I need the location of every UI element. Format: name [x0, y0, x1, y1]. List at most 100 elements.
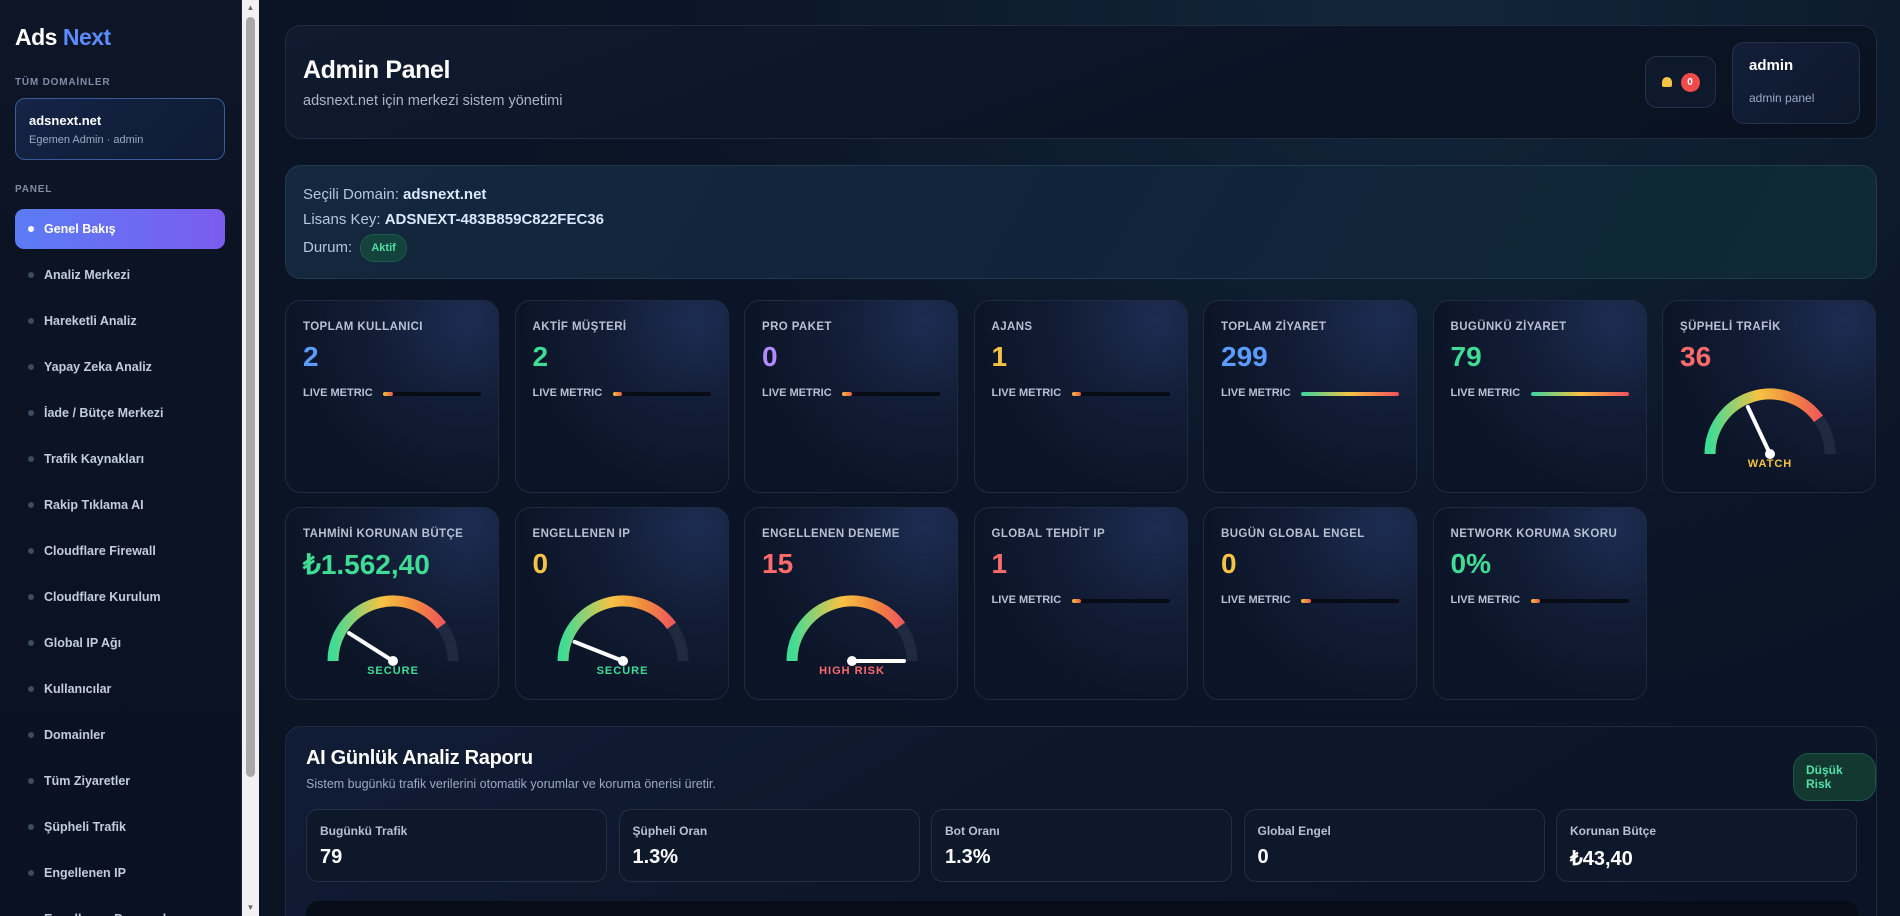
sidebar-item-label: Şüpheli Trafik — [44, 820, 126, 834]
live-metric-label: LIVE METRIC — [1450, 387, 1521, 399]
gauge-needle — [1745, 404, 1772, 456]
license-label: Lisans Key: — [303, 211, 381, 228]
sidebar-item-label: Cloudflare Kurulum — [44, 590, 161, 604]
stat-label: TAHMİNİ KORUNAN BÜTÇE — [303, 528, 464, 540]
ai-report-body — [306, 901, 1858, 916]
stat-card: NETWORK KORUMA SKORU 0% LIVE METRIC — [1432, 507, 1647, 700]
sidebar-item-14[interactable]: Engellenen IP — [15, 853, 225, 893]
bullet-icon — [28, 594, 34, 600]
sidebar-item-15[interactable]: Engellenen Denemeler — [15, 899, 225, 916]
stat-card: PRO PAKET 0 LIVE METRIC — [744, 300, 958, 493]
sidebar-item-13[interactable]: Şüpheli Trafik — [15, 807, 225, 847]
ai-metric-value: 0 — [1257, 846, 1269, 868]
sidebar-item-9[interactable]: Global IP Ağı — [15, 623, 225, 663]
domain-selector[interactable]: adsnext.net Egemen Admin · admin — [15, 98, 225, 160]
stat-card: ENGELLENEN IP 0 SECURE — [514, 507, 729, 700]
sidebar-item-label: Yapay Zeka Analiz — [44, 360, 152, 374]
scroll-down-arrow-icon[interactable]: ▼ — [246, 903, 255, 912]
sidebar-item-label: İade / Bütçe Merkezi — [44, 406, 164, 420]
gauge: HIGH RISK — [782, 593, 922, 691]
live-metric-bar-fill — [1301, 392, 1399, 396]
sidebar-item-3[interactable]: Yapay Zeka Analiz — [15, 347, 225, 387]
sidebar-item-label: Domainler — [44, 728, 106, 742]
scrollbar[interactable]: ▲ ▼ — [242, 0, 259, 916]
stat-card: BUGÜNKÜ ZİYARET 79 LIVE METRIC — [1432, 300, 1647, 493]
stat-value: 79 — [1450, 341, 1482, 372]
sidebar-item-0[interactable]: Genel Bakış — [15, 209, 225, 249]
sidebar-item-7[interactable]: Cloudflare Firewall — [15, 531, 225, 571]
stat-card: AJANS 1 LIVE METRIC — [973, 300, 1188, 493]
bullet-icon — [28, 686, 34, 692]
gauge-status-label: SECURE — [596, 665, 649, 677]
user-name: admin — [1749, 57, 1794, 74]
ai-metric-label: Korunan Bütçe — [1570, 824, 1657, 838]
risk-badge: Düşük Risk — [1793, 753, 1876, 801]
sidebar-item-label: Cloudflare Firewall — [44, 544, 156, 558]
bell-icon — [1661, 77, 1672, 87]
status-badge: Aktif — [360, 234, 407, 262]
header-card: Admin Panel adsnext.net için merkezi sis… — [285, 25, 1877, 139]
sidebar-item-8[interactable]: Cloudflare Kurulum — [15, 577, 225, 617]
license-line: Lisans Key: ADSNEXT-483B859C822FEC36 — [303, 211, 604, 228]
gauge-status-label: HIGH RISK — [819, 665, 885, 677]
sidebar-item-4[interactable]: İade / Bütçe Merkezi — [15, 393, 225, 433]
stat-label: NETWORK KORUMA SKORU — [1450, 528, 1618, 540]
sidebar-item-2[interactable]: Hareketli Analiz — [15, 301, 225, 341]
ai-report-subtitle: Sistem bugünkü trafik verilerini otomati… — [306, 777, 716, 791]
user-role: admin panel — [1749, 91, 1815, 105]
gauge-needle — [347, 631, 395, 663]
selected-domain-value: adsnext.net — [403, 186, 487, 203]
sidebar-item-label: Tüm Ziyaretler — [44, 774, 131, 788]
ai-metric-card: Şüpheli Oran 1.3% — [618, 809, 920, 882]
scroll-up-arrow-icon[interactable]: ▲ — [246, 3, 255, 12]
live-metric-bar — [1530, 599, 1629, 603]
stat-card: ENGELLENEN DENEME 15 HIGH RISK — [744, 507, 958, 700]
sidebar-item-label: Genel Bakış — [44, 222, 116, 236]
bullet-icon — [28, 732, 34, 738]
sidebar-item-6[interactable]: Rakip Tıklama AI — [15, 485, 225, 525]
sidebar-item-label: Engellenen IP — [44, 866, 126, 880]
sidebar-item-label: Analiz Merkezi — [44, 268, 131, 282]
bullet-icon — [28, 272, 34, 278]
live-metric-bar-fill — [1530, 392, 1629, 396]
sidebar-item-12[interactable]: Tüm Ziyaretler — [15, 761, 225, 801]
sidebar-item-1[interactable]: Analiz Merkezi — [15, 255, 225, 295]
domains-section-title: TÜM DOMAİNLER — [15, 77, 111, 88]
sidebar-item-label: Engellenen Denemeler — [44, 912, 178, 916]
live-metric-bar — [612, 392, 711, 396]
license-key-value: ADSNEXT-483B859C822FEC36 — [384, 211, 604, 228]
sidebar-item-10[interactable]: Kullanıcılar — [15, 669, 225, 709]
stat-label: ENGELLENEN IP — [532, 528, 631, 540]
sidebar-item-label: Global IP Ağı — [44, 636, 122, 650]
scroll-thumb[interactable] — [246, 17, 255, 777]
gauge-status-label: SECURE — [367, 665, 419, 677]
stat-card: TOPLAM ZİYARET 299 LIVE METRIC — [1203, 300, 1417, 493]
selected-domain-label: Seçili Domain: — [303, 186, 399, 203]
bullet-icon — [28, 226, 34, 232]
brand-logo[interactable]: Ads Next — [15, 24, 111, 51]
live-metric-label: LIVE METRIC — [1221, 594, 1291, 606]
stat-value: 15 — [762, 548, 794, 579]
live-metric-bar — [1301, 392, 1399, 396]
live-metric-label: LIVE METRIC — [991, 387, 1062, 399]
page-title: Admin Panel — [303, 56, 451, 84]
gauge: SECURE — [553, 593, 693, 691]
stat-card: AKTİF MÜŞTERİ 2 LIVE METRIC — [514, 300, 729, 493]
notifications-button[interactable]: 0 — [1645, 56, 1716, 108]
ai-metric-value: ₺43,40 — [1570, 848, 1633, 870]
sidebar-item-5[interactable]: Trafik Kaynakları — [15, 439, 225, 479]
ai-metric-label: Bot Oranı — [945, 824, 1000, 838]
live-metric-label: LIVE METRIC — [1221, 387, 1291, 399]
sidebar-item-11[interactable]: Domainler — [15, 715, 225, 755]
bullet-icon — [28, 456, 34, 462]
live-metric-bar-fill — [383, 392, 393, 396]
gauge-arc — [1704, 388, 1836, 459]
page-subtitle: adsnext.net için merkezi sistem yönetimi — [303, 93, 563, 109]
domain-role: Egemen Admin · admin — [29, 134, 144, 146]
stat-card: GLOBAL TEHDİT IP 1 LIVE METRIC — [973, 507, 1188, 700]
user-menu[interactable]: admin admin panel — [1732, 42, 1860, 124]
live-metric-label: LIVE METRIC — [762, 387, 832, 399]
ai-metric-card: Bugünkü Trafik 79 — [306, 809, 607, 882]
ai-metric-value: 79 — [320, 846, 343, 868]
gauge-arc — [557, 595, 688, 666]
